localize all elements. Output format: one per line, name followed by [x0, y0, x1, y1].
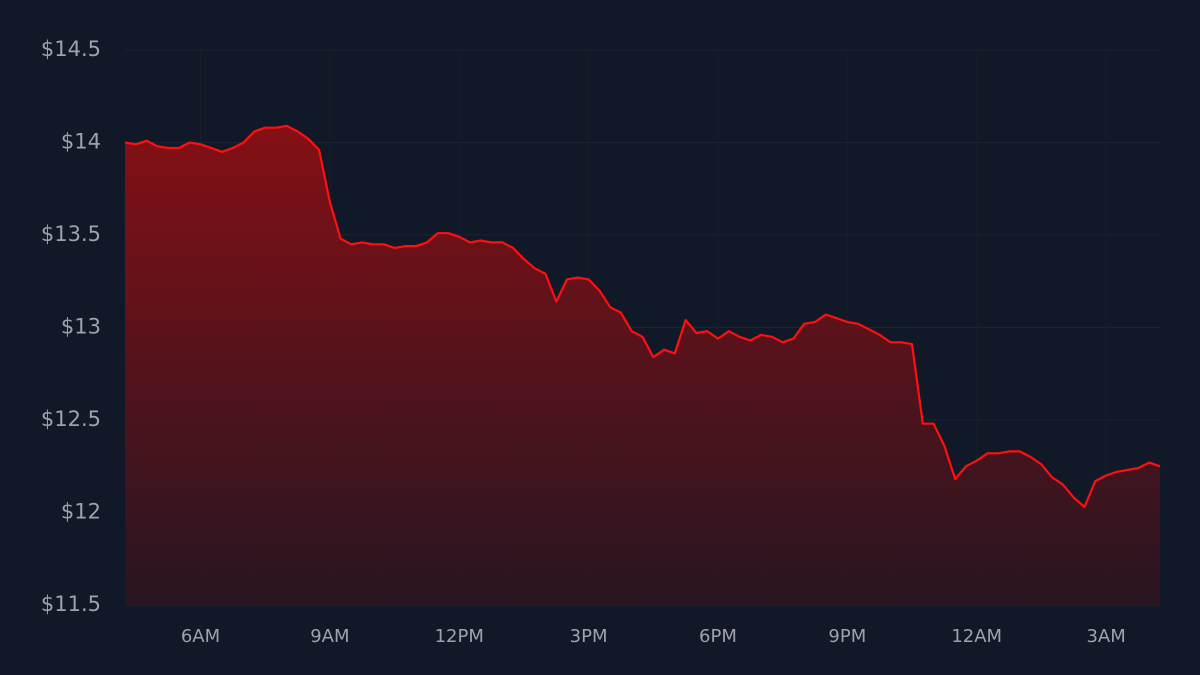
- y-tick-label: $14: [61, 130, 101, 154]
- price-line: [124, 124, 1161, 509]
- x-tick-label: 9AM: [310, 626, 349, 647]
- x-tick-label: 6PM: [699, 626, 737, 647]
- x-tick-label: 3AM: [1086, 626, 1125, 647]
- x-tick-label: 9PM: [828, 626, 866, 647]
- x-tick-label: 12AM: [951, 626, 1002, 647]
- y-tick-label: $12.5: [41, 407, 101, 431]
- y-tick-label: $13: [61, 315, 101, 339]
- x-tick-label: 12PM: [435, 626, 484, 647]
- y-tick-label: $12: [61, 500, 101, 524]
- y-tick-label: $11.5: [41, 592, 101, 616]
- x-tick-label: 6AM: [181, 626, 220, 647]
- area-fill: [125, 125, 1160, 606]
- y-tick-label: $14.5: [41, 37, 101, 61]
- y-tick-label: $13.5: [41, 222, 101, 246]
- x-tick-label: 3PM: [570, 626, 608, 647]
